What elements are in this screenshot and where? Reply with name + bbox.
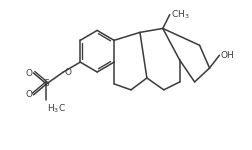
Text: OH: OH	[219, 51, 233, 60]
Text: H$_3$C: H$_3$C	[47, 103, 66, 115]
Text: O: O	[64, 68, 71, 76]
Text: CH$_3$: CH$_3$	[170, 8, 189, 21]
Text: O: O	[25, 69, 33, 78]
Text: O: O	[25, 90, 33, 99]
Text: S: S	[43, 79, 49, 88]
